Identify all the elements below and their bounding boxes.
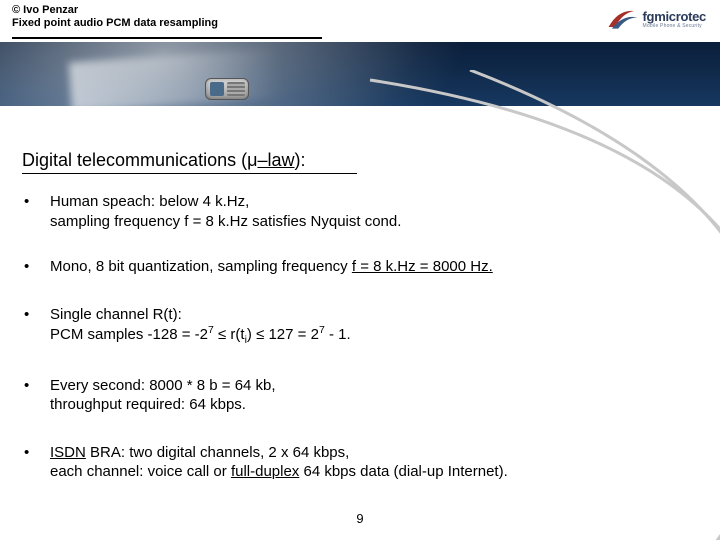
bullet-line: Single channel R(t): (50, 306, 182, 323)
page-number: 9 (0, 511, 720, 526)
bullet-dot: • (22, 305, 50, 325)
bullet-text: Mono, 8 bit quantization, sampling frequ… (50, 257, 698, 277)
heading-suffix: ): (295, 150, 306, 170)
section-heading: Digital telecommunications (μ–law): (22, 150, 698, 171)
bullet-line: each channel: voice call or full-duplex … (50, 463, 508, 480)
bullet-line: Every second: 8000 * 8 b = 64 kb, (50, 377, 276, 394)
bullet-line: throughput required: 64 kbps. (50, 396, 246, 413)
hero-banner (0, 42, 720, 106)
bullet-line: sampling frequency f = 8 k.Hz satisfies … (50, 213, 401, 230)
bullet-line: PCM samples -128 = -27 ≤ r(ti) ≤ 127 = 2… (50, 326, 351, 343)
phone-icon (205, 78, 249, 100)
bullet-dot: • (22, 443, 50, 463)
logo-tagline: Mobile Phone & Security (643, 24, 706, 29)
heading-prefix: Digital telecommunications ( (22, 150, 247, 170)
heading-law: –law (257, 150, 294, 170)
logo-text: fgmicrotec Mobile Phone & Security (643, 10, 706, 29)
bullet-line: Human speach: below 4 k.Hz, (50, 193, 249, 210)
heading-underline (22, 173, 357, 174)
bullet-dot: • (22, 257, 50, 277)
header-subtitle: Fixed point audio PCM data resampling (12, 17, 218, 29)
bullet-text: ISDN BRA: two digital channels, 2 x 64 k… (50, 443, 698, 482)
bullet-list: • Human speach: below 4 k.Hz, sampling f… (22, 192, 698, 482)
list-item: • Mono, 8 bit quantization, sampling fre… (22, 257, 698, 277)
bullet-line: ISDN BRA: two digital channels, 2 x 64 k… (50, 444, 349, 461)
company-logo: fgmicrotec Mobile Phone & Security (607, 6, 706, 32)
header-underline (12, 37, 322, 39)
heading-mu: μ (247, 150, 257, 170)
bullet-text: Human speach: below 4 k.Hz, sampling fre… (50, 192, 698, 231)
bullet-dot: • (22, 376, 50, 396)
logo-brand: fgmicrotec (643, 10, 706, 23)
list-item: • Every second: 8000 * 8 b = 64 kb, thro… (22, 376, 698, 415)
copyright-line: © Ivo Penzar (12, 4, 218, 16)
list-item: • ISDN BRA: two digital channels, 2 x 64… (22, 443, 698, 482)
list-item: • Human speach: below 4 k.Hz, sampling f… (22, 192, 698, 231)
slide-header: © Ivo Penzar Fixed point audio PCM data … (12, 4, 218, 29)
bullet-text: Every second: 8000 * 8 b = 64 kb, throug… (50, 376, 698, 415)
bullet-line: Mono, 8 bit quantization, sampling frequ… (50, 258, 493, 275)
bullet-text: Single channel R(t): PCM samples -128 = … (50, 305, 698, 348)
logo-swoosh-icon (607, 6, 639, 32)
slide-content: Digital telecommunications (μ–law): • Hu… (22, 150, 698, 482)
list-item: • Single channel R(t): PCM samples -128 … (22, 305, 698, 348)
bullet-dot: • (22, 192, 50, 212)
